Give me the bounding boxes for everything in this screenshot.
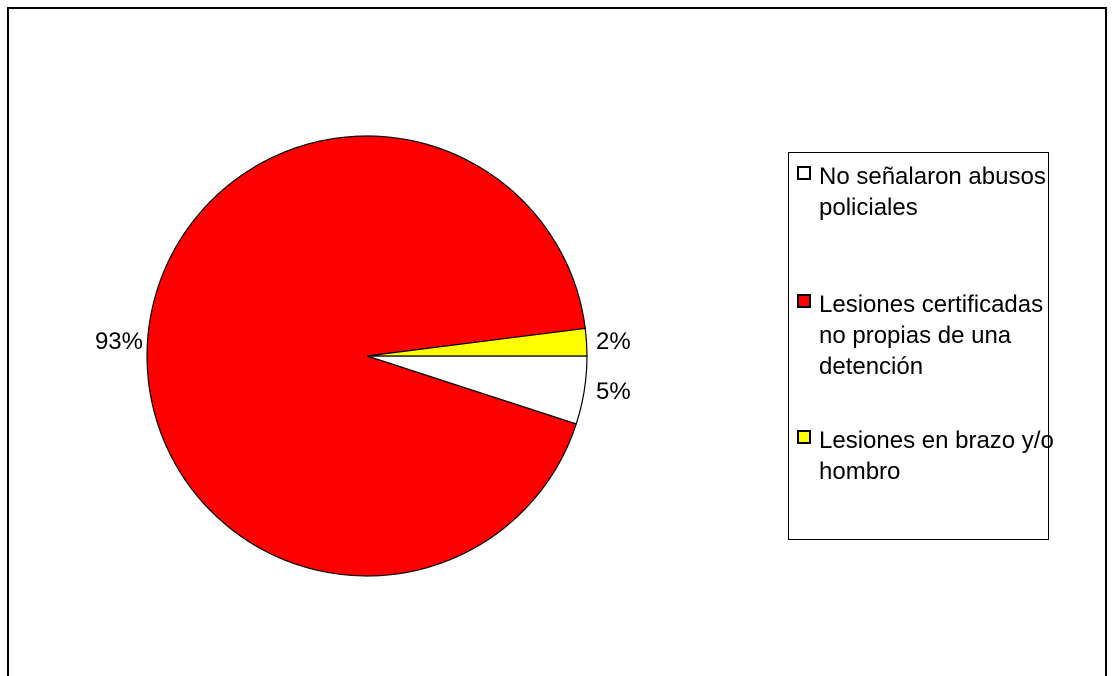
pie-slice-lesiones-certificadas	[146, 135, 586, 577]
legend-swatch-lesiones-certificadas	[797, 294, 811, 308]
legend-label-lesiones-certificadas: Lesiones certificadas no propias de una …	[819, 291, 1044, 380]
legend-label-lesiones-brazo: Lesiones en brazo y/o hombro	[819, 427, 1054, 485]
pct-label-lesiones-certificadas: 93%	[95, 328, 143, 355]
pie-slice-lesiones-brazo	[366, 327, 588, 357]
pct-label-no-abusos: 5%	[596, 378, 631, 405]
legend-swatch-no-abusos	[797, 166, 811, 180]
chart-frame	[7, 7, 1107, 676]
legend-label-no-abusos: No señalaron abusos policiales	[819, 163, 1046, 221]
pct-label-lesiones-brazo: 2%	[596, 328, 631, 355]
legend: No señalaron abusos policiales Lesiones …	[788, 152, 1054, 540]
legend-swatch-lesiones-brazo	[797, 430, 811, 444]
